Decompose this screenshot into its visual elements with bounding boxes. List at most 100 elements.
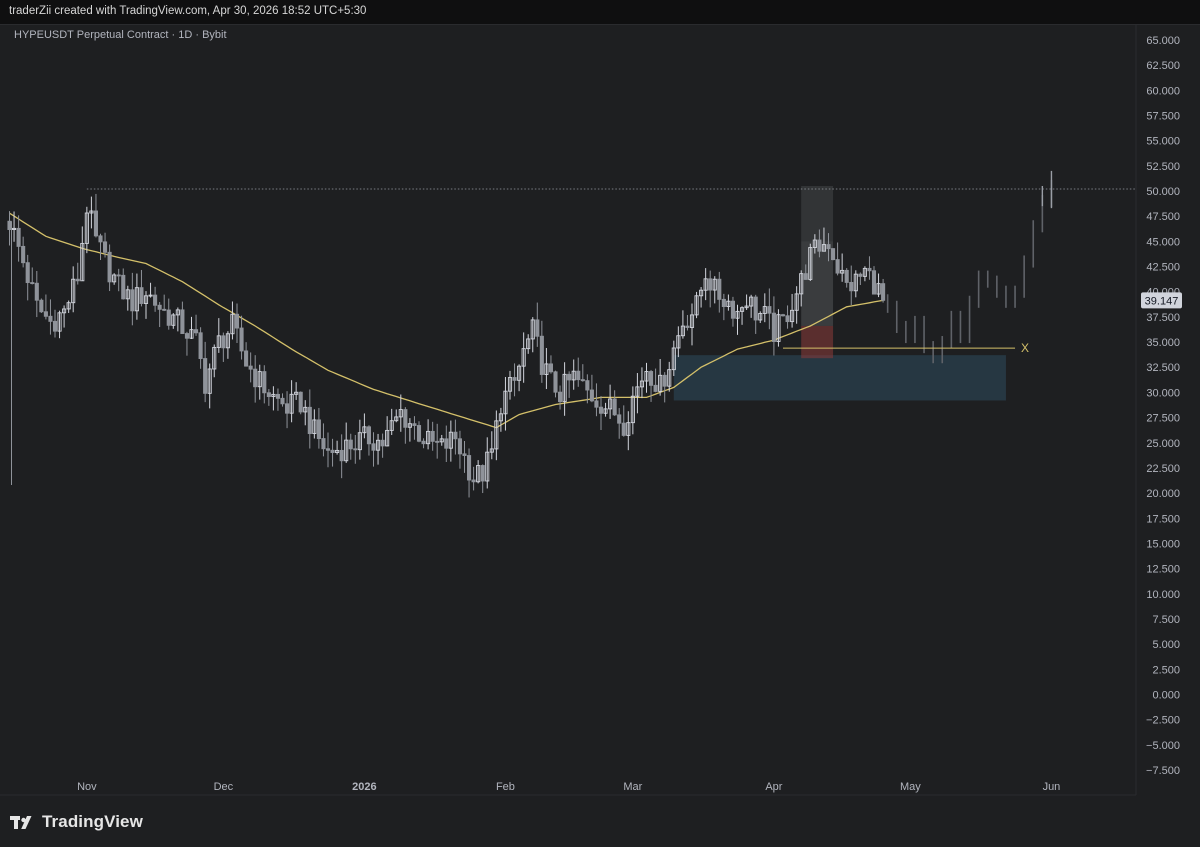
candle bbox=[444, 425, 449, 462]
time-tick-label: Mar bbox=[623, 781, 642, 793]
candle bbox=[539, 320, 544, 383]
chart-background bbox=[0, 25, 1200, 847]
candle-body bbox=[494, 420, 499, 450]
candle bbox=[498, 407, 503, 432]
candle-body bbox=[721, 298, 726, 308]
candle-body bbox=[34, 282, 39, 301]
candle bbox=[89, 196, 94, 229]
candle bbox=[708, 270, 713, 308]
candle-body bbox=[881, 283, 886, 301]
candle-body bbox=[831, 248, 836, 261]
candle-body bbox=[680, 325, 685, 337]
candle bbox=[753, 294, 758, 334]
candle-body bbox=[471, 479, 476, 483]
candle bbox=[544, 347, 549, 390]
moving-average-line bbox=[9, 212, 884, 429]
candle-body bbox=[849, 281, 854, 292]
candle-body bbox=[676, 335, 681, 349]
candle-body bbox=[30, 282, 35, 285]
candle-body bbox=[444, 438, 449, 449]
candle-body bbox=[353, 448, 358, 451]
candle-body bbox=[803, 273, 808, 280]
candle bbox=[16, 215, 21, 262]
long-position-target-zone bbox=[801, 186, 834, 326]
candle bbox=[717, 271, 722, 313]
candle bbox=[790, 293, 795, 328]
candle-body bbox=[730, 300, 735, 319]
candle bbox=[43, 294, 48, 320]
price-tick-label: 47.500 bbox=[1146, 211, 1180, 223]
candle-body bbox=[862, 267, 867, 277]
candle bbox=[826, 233, 831, 262]
long-position-inner-zone bbox=[801, 241, 834, 326]
candle bbox=[385, 416, 390, 447]
candle-body bbox=[416, 425, 422, 442]
candle-body bbox=[421, 440, 426, 445]
candle-body bbox=[294, 391, 299, 395]
candle-body bbox=[175, 309, 180, 316]
candle bbox=[767, 288, 772, 330]
price-tick-label: −2.500 bbox=[1146, 715, 1180, 727]
candle-body bbox=[662, 374, 667, 387]
candle-body bbox=[467, 455, 472, 481]
candle bbox=[785, 305, 790, 329]
last-price-label: 39.147 bbox=[1141, 292, 1182, 309]
candle bbox=[166, 298, 171, 330]
candle-body bbox=[608, 398, 613, 410]
candle bbox=[712, 276, 717, 304]
price-tick-label: 10.000 bbox=[1146, 589, 1180, 601]
candle bbox=[598, 396, 604, 430]
candle-body bbox=[62, 308, 67, 314]
candle bbox=[157, 302, 162, 328]
candle-body bbox=[699, 289, 704, 297]
candle bbox=[649, 369, 654, 402]
candle bbox=[626, 411, 631, 451]
candle-body bbox=[758, 312, 763, 321]
candle-body bbox=[212, 346, 217, 370]
candle-body bbox=[248, 365, 253, 370]
moving-average-layer bbox=[9, 212, 884, 429]
candle-body bbox=[75, 278, 80, 282]
candle-body bbox=[71, 278, 76, 304]
candle-body bbox=[735, 310, 740, 319]
candle-body bbox=[821, 244, 826, 252]
candle bbox=[98, 233, 103, 260]
candle-body bbox=[694, 295, 699, 316]
candle bbox=[348, 433, 353, 460]
candle bbox=[699, 287, 704, 308]
candle bbox=[21, 236, 26, 268]
candle bbox=[357, 419, 362, 460]
candle-body bbox=[403, 409, 408, 428]
tradingview-logo-icon bbox=[10, 816, 32, 829]
candle bbox=[112, 273, 117, 285]
candle-body bbox=[257, 371, 262, 388]
candle bbox=[526, 334, 531, 354]
candle bbox=[39, 298, 44, 313]
candle-body bbox=[398, 409, 403, 418]
candle bbox=[881, 278, 886, 303]
candle-body bbox=[598, 406, 604, 414]
candle-body bbox=[535, 319, 540, 337]
price-tick-label: 50.000 bbox=[1146, 186, 1180, 198]
candle-body bbox=[130, 289, 135, 312]
candle-body bbox=[339, 449, 344, 462]
candle bbox=[344, 422, 349, 463]
candle-body bbox=[553, 371, 558, 393]
candle-body bbox=[512, 377, 517, 381]
candle-body bbox=[799, 273, 804, 295]
candles-layer bbox=[7, 193, 886, 498]
candle bbox=[234, 303, 240, 344]
candle bbox=[84, 206, 89, 254]
candle bbox=[689, 303, 695, 346]
candle-body bbox=[107, 251, 112, 283]
candle bbox=[680, 310, 685, 339]
candle bbox=[844, 268, 849, 288]
candle-body bbox=[521, 348, 526, 367]
candle bbox=[671, 340, 676, 377]
candle-body bbox=[603, 408, 608, 414]
price-tick-label: 62.500 bbox=[1146, 60, 1180, 72]
candle-body bbox=[685, 325, 690, 328]
candle-body bbox=[157, 304, 162, 310]
time-axis[interactable]: Nov Dec 2026 Feb Mar Apr May Jun bbox=[77, 781, 1060, 793]
